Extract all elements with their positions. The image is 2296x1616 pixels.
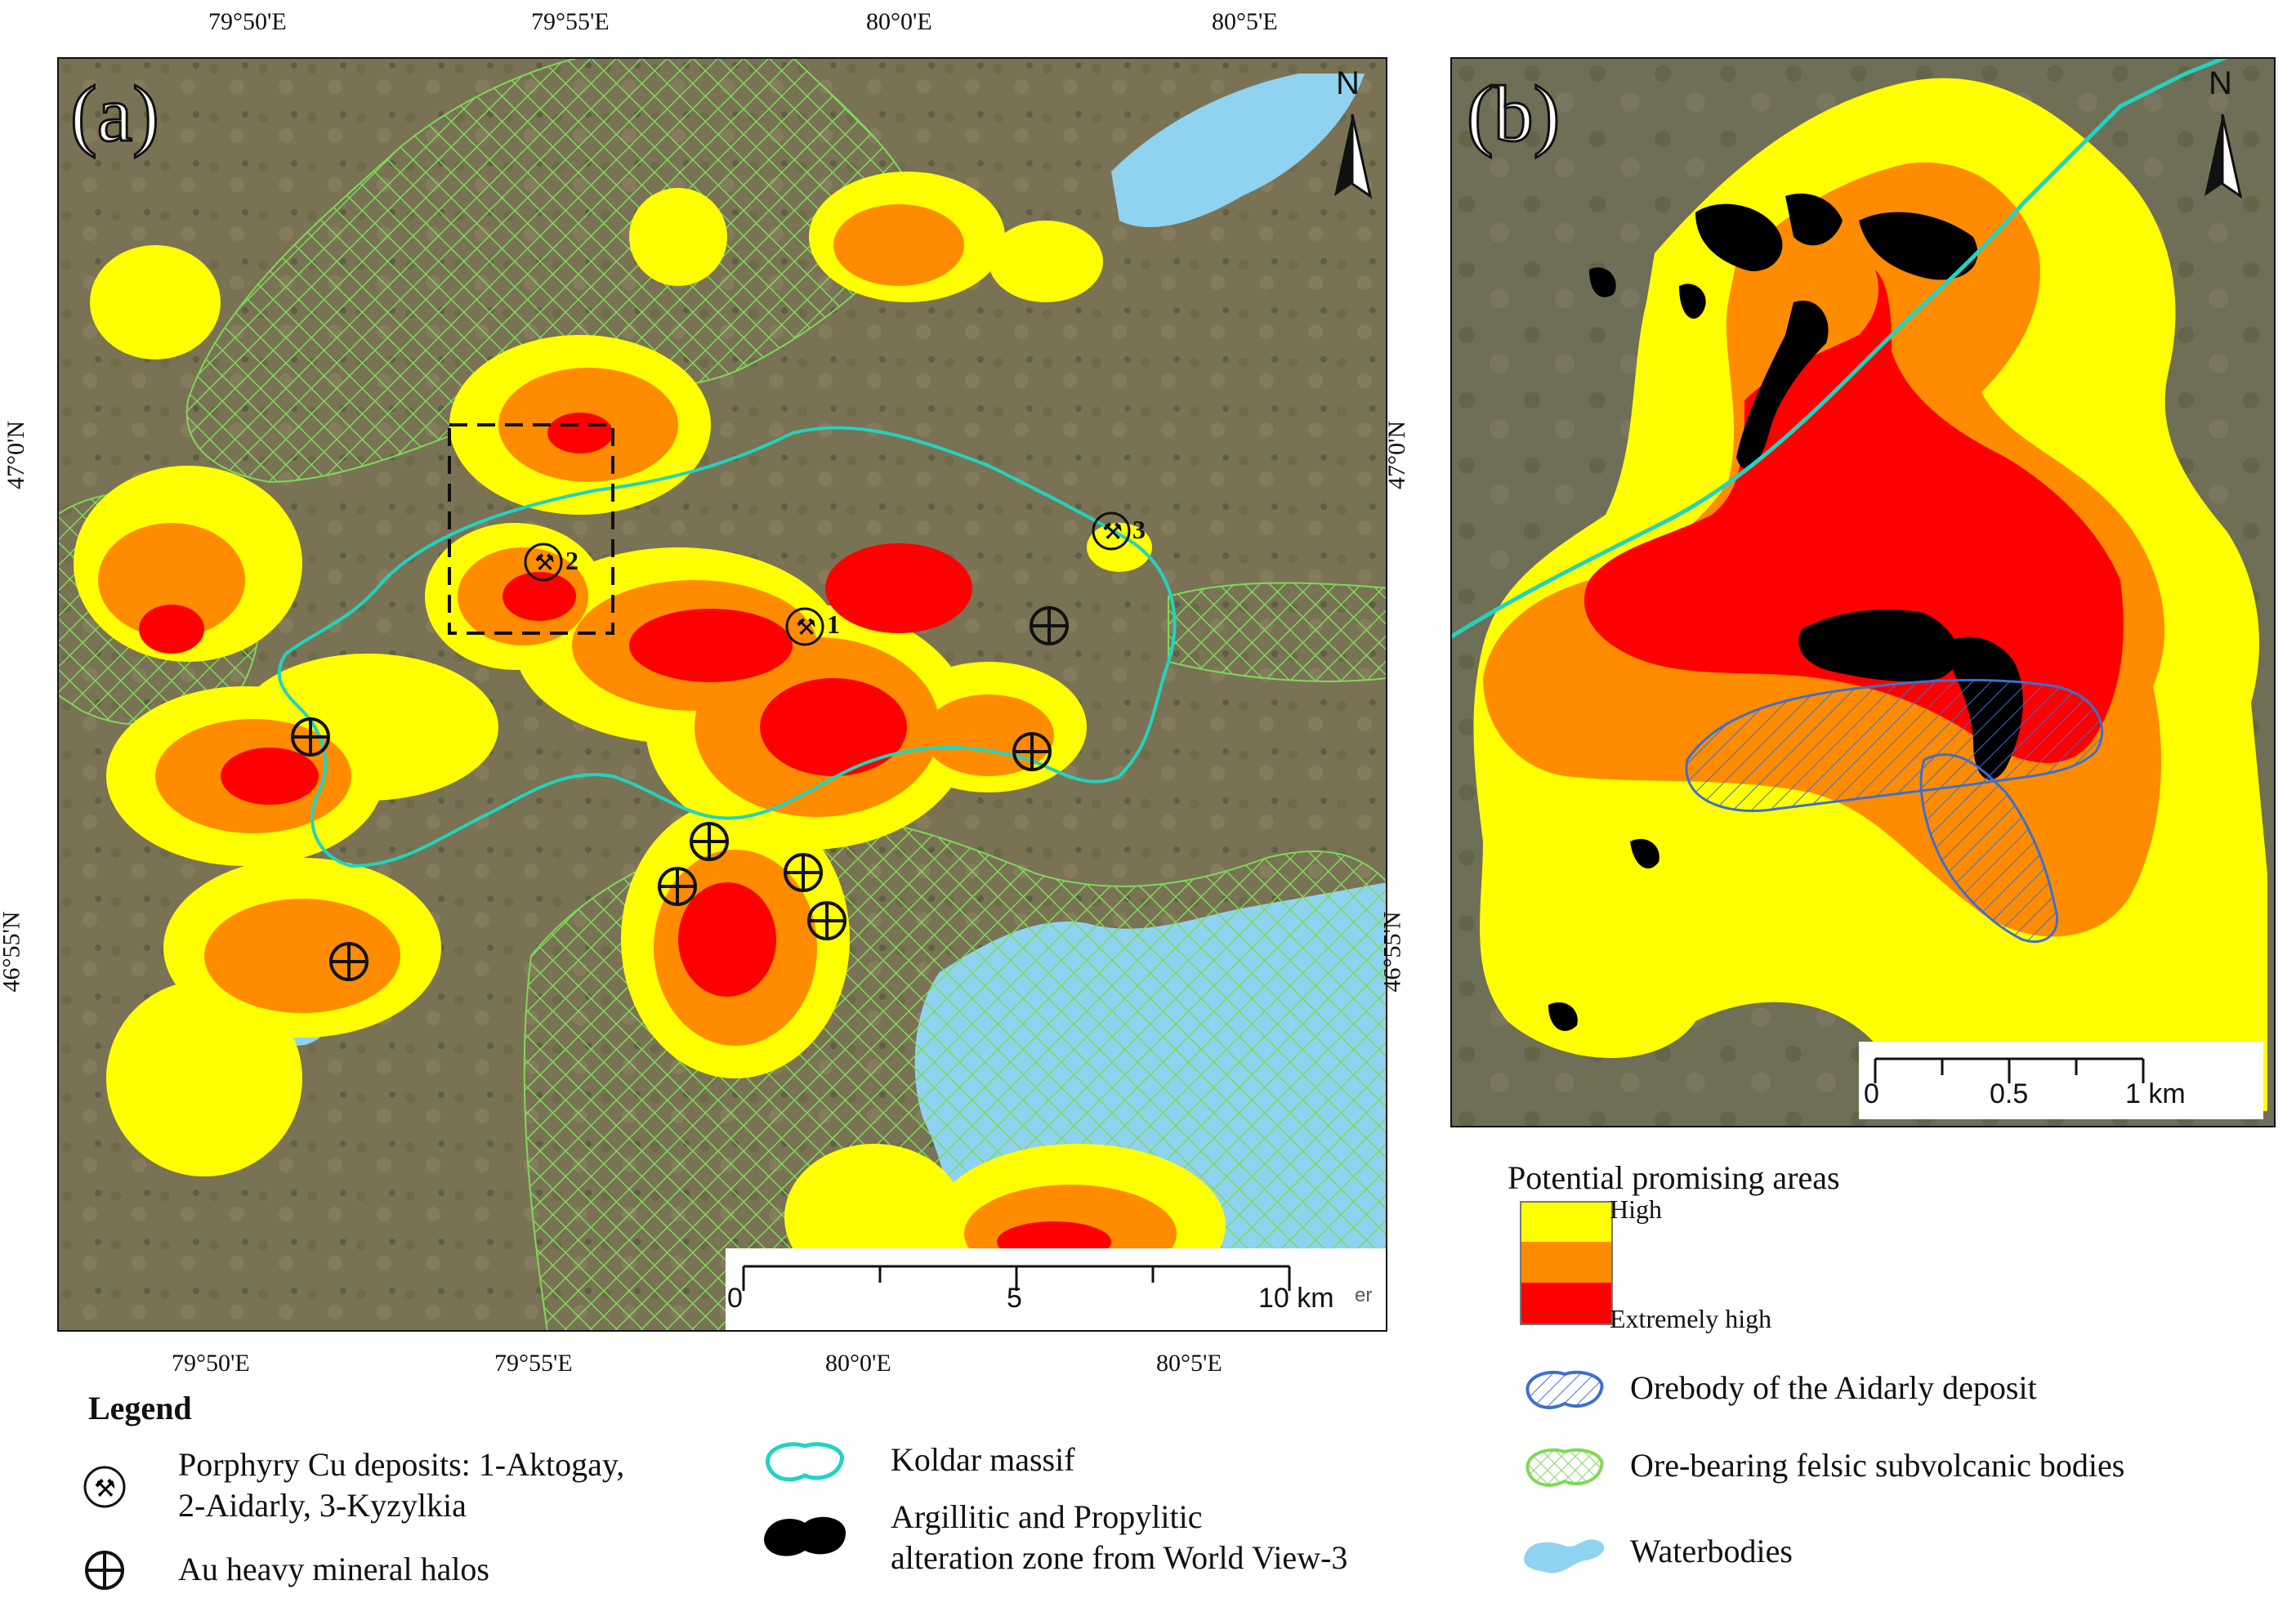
porphyry-deposit-2: ⚒ xyxy=(524,542,563,582)
panel-b: (b) N 0 0.5 1 km xyxy=(1449,55,2276,1127)
panel-b-koldar-line xyxy=(1449,55,2227,640)
potential-swatch-high xyxy=(1520,1201,1613,1245)
legend-au-text: Au heavy mineral halos xyxy=(178,1551,489,1587)
panel-a-left-tick-0: 47°0'N xyxy=(2,420,30,490)
panel-a-north-letter: N xyxy=(1336,65,1360,101)
waterbody-lake-north xyxy=(1111,74,1365,228)
legend-title: Legend xyxy=(88,1390,192,1426)
panel-b-extent-box xyxy=(448,423,614,635)
koldar-massif-icon xyxy=(766,1442,844,1482)
porphyry-deposit-3: ⚒ xyxy=(1092,511,1131,551)
koldar-massif-outline xyxy=(277,426,1177,868)
legend-alteration-row: Argillitic and Propylitic alteration zon… xyxy=(760,1497,1463,1587)
panel-b-scale-label-05: 0.5 xyxy=(1990,1078,2029,1109)
panel-a-bottom-tick-2: 80°0'E xyxy=(825,1350,891,1377)
legend-koldar-row: Koldar massif xyxy=(760,1436,1463,1485)
panel-a-right-tick-1: 46°55'N xyxy=(1378,911,1406,993)
legend-porphyry-row: ⚒ Porphyry Cu deposits: 1-Aktogay, 2-Aid… xyxy=(74,1444,744,1534)
panel-a-scale-label-10: 10 km xyxy=(1258,1283,1334,1314)
panel-a-credit-fragment: er xyxy=(1355,1284,1373,1306)
panel-b-scale-bar xyxy=(1874,1057,2145,1083)
legend-felsic-text: Ore-bearing felsic subvolcanic bodies xyxy=(1630,1447,2125,1484)
panel-b-alteration-zones xyxy=(1548,193,2023,1031)
panel-a-scale-box xyxy=(726,1248,1387,1332)
panel-a-scale-label-0: 0 xyxy=(727,1283,743,1314)
panel-a: ⚒ ⚒ ⚒ xyxy=(56,56,1388,1333)
svg-text:⚒: ⚒ xyxy=(796,614,816,641)
legend-water-row: Waterbodies xyxy=(1520,1528,2271,1577)
porphyry-deposit-icon: ⚒ xyxy=(83,1466,126,1508)
panel-b-orebody xyxy=(1685,679,2104,944)
legend-porphyry-line1: Porphyry Cu deposits: 1-Aktogay, xyxy=(178,1446,625,1483)
panel-a-map: ⚒ ⚒ ⚒ xyxy=(56,56,1388,1333)
panel-a-scale-bar xyxy=(742,1265,1291,1291)
potential-high-label: High xyxy=(1610,1194,1662,1224)
potential-swatch-extreme xyxy=(1520,1283,1613,1325)
potential-swatch-mid xyxy=(1520,1242,1613,1284)
svg-text:⚒: ⚒ xyxy=(94,1475,116,1503)
au-halos xyxy=(291,606,1069,981)
waterbody-swatch-icon xyxy=(1524,1539,1605,1574)
panel-a-right-tick-0: 47°0'N xyxy=(1383,420,1411,490)
deposit-number-3: 3 xyxy=(1132,515,1146,544)
potential-title: Potential promising areas xyxy=(1508,1159,1840,1196)
au-halo-icon xyxy=(85,1551,124,1590)
potential-extreme-zones xyxy=(139,413,1111,1262)
orebody-swatch-icon xyxy=(1525,1370,1604,1409)
panel-a-top-tick-1: 79°55'E xyxy=(531,8,610,35)
legend-porphyry-line2: 2-Aidarly, 3-Kyzylkia xyxy=(178,1487,467,1524)
svg-text:⚒: ⚒ xyxy=(534,549,555,576)
legend-alteration-line1: Argillitic and Propylitic xyxy=(891,1498,1203,1535)
legend-water-text: Waterbodies xyxy=(1630,1533,1793,1569)
panel-b-label: (b) xyxy=(1465,69,1561,160)
deposit-number-1: 1 xyxy=(827,609,840,639)
panel-a-top-tick-3: 80°5'E xyxy=(1212,8,1278,35)
panel-b-scale-label-1: 1 km xyxy=(2125,1078,2186,1109)
porphyry-deposit-1: ⚒ xyxy=(785,607,824,646)
felsic-swatch-icon xyxy=(1525,1448,1604,1487)
panel-a-north-arrow xyxy=(1334,114,1373,199)
panel-a-bottom-tick-0: 79°50'E xyxy=(172,1350,250,1377)
panel-a-left-tick-1: 46°55'N xyxy=(0,911,25,993)
panel-b-map xyxy=(1449,55,2276,1127)
panel-a-frame xyxy=(57,57,1387,1332)
legend-felsic-row: Ore-bearing felsic subvolcanic bodies xyxy=(1520,1442,2271,1491)
legend-orebody-row: Orebody of the Aidarly deposit xyxy=(1520,1364,2271,1413)
legend-au-row: Au heavy mineral halos xyxy=(74,1546,744,1595)
potential-extreme-label: Extremely high xyxy=(1610,1304,1772,1333)
panel-a-top-tick-0: 79°50'E xyxy=(208,8,287,35)
legend-orebody-text: Orebody of the Aidarly deposit xyxy=(1630,1369,2037,1406)
legend-koldar-text: Koldar massif xyxy=(891,1441,1075,1478)
panel-b-extreme-zone xyxy=(1584,270,2124,763)
legend-alteration-line2: alteration zone from World View-3 xyxy=(891,1539,1348,1576)
panel-b-scale-label-0: 0 xyxy=(1864,1078,1879,1109)
panel-a-bottom-tick-3: 80°5'E xyxy=(1156,1350,1222,1377)
panel-a-scale-label-5: 5 xyxy=(1007,1283,1022,1314)
alteration-zone-icon xyxy=(764,1516,846,1556)
svg-text:⚒: ⚒ xyxy=(1102,518,1123,545)
panel-b-scale-box xyxy=(1859,1042,2263,1119)
panel-a-top-tick-2: 80°0'E xyxy=(866,8,932,35)
deposit-number-2: 2 xyxy=(565,546,578,575)
panel-b-frame xyxy=(1450,57,2276,1127)
panel-a-bottom-tick-1: 79°55'E xyxy=(494,1350,573,1377)
panel-b-north-arrow xyxy=(2204,114,2243,199)
panel-b-north-letter: N xyxy=(2209,65,2232,101)
panel-a-label: (a) xyxy=(69,69,161,160)
